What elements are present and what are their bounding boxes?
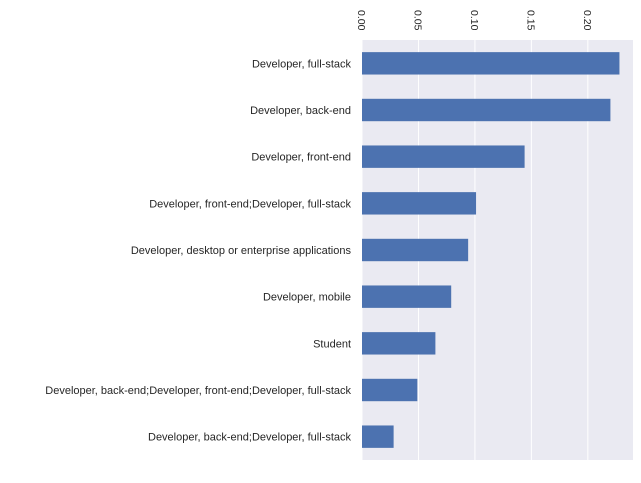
bar [362,98,611,122]
x-tick-label: 0.20 [581,10,593,31]
category-label: Developer, full-stack [252,58,352,70]
category-label: Developer, back-end;Developer, full-stac… [148,432,351,444]
x-tick-label: 0.00 [355,10,367,31]
x-tick-label: 0.15 [524,10,536,31]
category-label: Student [313,338,351,350]
bar [362,145,525,168]
bar [362,378,418,402]
bar [362,238,469,262]
bar [362,52,620,75]
bar [362,425,394,448]
category-label: Developer, back-end [250,105,351,117]
x-tick-label: 0.10 [468,10,480,31]
category-label: Developer, front-end;Developer, full-sta… [149,198,351,210]
bar [362,192,477,215]
bar [362,285,452,308]
bar [362,332,436,355]
category-label: Developer, back-end;Developer, front-end… [45,385,351,397]
x-tick-labels: 0.00 0.05 0.10 0.15 0.20 [355,10,593,31]
category-labels: Developer, full-stack Developer, back-end… [45,58,351,443]
category-label: Developer, front-end [251,152,351,164]
x-tick-label: 0.05 [411,10,423,31]
bars [362,52,620,448]
category-label: Developer, mobile [263,292,351,304]
category-label: Developer, desktop or enterprise applica… [131,245,352,257]
